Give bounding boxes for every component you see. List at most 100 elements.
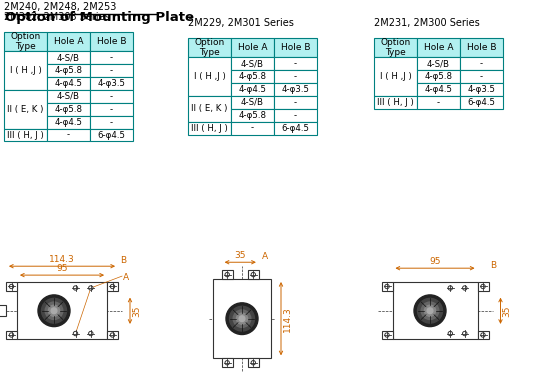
- Bar: [90, 77, 133, 90]
- Bar: [417, 57, 460, 70]
- Circle shape: [236, 313, 248, 324]
- Bar: [4, 51, 47, 90]
- Text: 114.3: 114.3: [49, 255, 75, 264]
- Circle shape: [448, 331, 452, 336]
- Text: 35: 35: [235, 251, 246, 260]
- Text: I ( H ,J ): I ( H ,J ): [194, 72, 225, 81]
- Text: I ( H ,J ): I ( H ,J ): [380, 72, 412, 81]
- Text: A: A: [123, 273, 129, 282]
- Text: 2M302, 2M303 Series: 2M302, 2M303 Series: [4, 12, 110, 22]
- Text: 4-S/B: 4-S/B: [241, 98, 264, 107]
- Bar: [17, 282, 107, 339]
- Bar: [460, 57, 503, 70]
- Text: -: -: [294, 59, 297, 68]
- Text: Hole B: Hole B: [97, 37, 126, 46]
- Text: 4-φ5.8: 4-φ5.8: [54, 66, 82, 75]
- Bar: [47, 77, 90, 90]
- Text: Hole A: Hole A: [424, 43, 453, 52]
- Bar: [231, 57, 274, 70]
- Bar: [393, 282, 478, 339]
- Bar: [417, 96, 460, 109]
- Bar: [0, 305, 6, 316]
- Circle shape: [88, 331, 93, 336]
- Circle shape: [110, 284, 115, 289]
- Text: -: -: [110, 118, 113, 127]
- Bar: [231, 96, 274, 109]
- Bar: [374, 96, 417, 109]
- Bar: [90, 116, 133, 129]
- Circle shape: [448, 286, 452, 290]
- Circle shape: [251, 273, 255, 277]
- Circle shape: [48, 305, 59, 316]
- Bar: [381, 330, 393, 339]
- Bar: [90, 32, 133, 51]
- Circle shape: [225, 273, 230, 277]
- Bar: [47, 129, 90, 141]
- Text: III ( H, J ): III ( H, J ): [191, 124, 228, 133]
- Bar: [90, 103, 133, 116]
- Bar: [460, 70, 503, 83]
- Bar: [6, 330, 17, 339]
- Text: -: -: [251, 124, 254, 133]
- Circle shape: [230, 306, 254, 331]
- Bar: [248, 270, 259, 279]
- Text: 2M229, 2M301 Series: 2M229, 2M301 Series: [188, 18, 294, 28]
- Text: II ( E, K ): II ( E, K ): [7, 105, 44, 114]
- Text: 35: 35: [132, 305, 141, 317]
- Bar: [274, 37, 317, 57]
- Circle shape: [10, 284, 13, 289]
- Bar: [90, 90, 133, 103]
- Text: 4-S/B: 4-S/B: [427, 59, 450, 68]
- Text: -: -: [110, 92, 113, 101]
- Text: -: -: [67, 130, 70, 139]
- Circle shape: [385, 284, 389, 289]
- Circle shape: [463, 286, 467, 290]
- Text: 4-φ3.5: 4-φ3.5: [468, 85, 496, 94]
- Text: -: -: [294, 98, 297, 107]
- Circle shape: [226, 303, 258, 335]
- Text: A: A: [262, 252, 268, 261]
- Bar: [231, 70, 274, 83]
- Bar: [47, 116, 90, 129]
- Bar: [90, 129, 133, 141]
- Bar: [274, 96, 317, 109]
- Circle shape: [463, 331, 467, 336]
- Circle shape: [73, 286, 78, 290]
- Bar: [47, 64, 90, 77]
- Bar: [47, 103, 90, 116]
- Text: III ( H, J ): III ( H, J ): [377, 98, 414, 107]
- Bar: [478, 282, 488, 291]
- Circle shape: [424, 305, 436, 316]
- Circle shape: [73, 331, 78, 336]
- Text: 4-S/B: 4-S/B: [57, 53, 80, 62]
- Bar: [4, 129, 47, 141]
- Circle shape: [251, 361, 255, 365]
- Bar: [107, 330, 118, 339]
- Bar: [381, 282, 393, 291]
- Text: 4-S/B: 4-S/B: [57, 92, 80, 101]
- Text: 4-φ5.8: 4-φ5.8: [239, 111, 267, 120]
- Text: -: -: [294, 72, 297, 81]
- Text: 114.3: 114.3: [283, 306, 292, 332]
- Circle shape: [427, 308, 433, 313]
- Bar: [274, 57, 317, 70]
- Bar: [231, 37, 274, 57]
- Text: -: -: [110, 66, 113, 75]
- Text: -: -: [294, 111, 297, 120]
- Bar: [90, 64, 133, 77]
- Text: 4-φ4.5: 4-φ4.5: [54, 118, 82, 127]
- Text: -: -: [110, 105, 113, 114]
- Circle shape: [88, 286, 93, 290]
- Bar: [4, 32, 47, 51]
- Bar: [460, 37, 503, 57]
- Bar: [231, 122, 274, 135]
- Circle shape: [481, 333, 485, 337]
- Circle shape: [481, 284, 485, 289]
- Bar: [478, 330, 488, 339]
- Text: 4-S/B: 4-S/B: [241, 59, 264, 68]
- Text: Hole B: Hole B: [466, 43, 496, 52]
- Text: Option
Type: Option Type: [380, 38, 410, 57]
- Text: 4-φ3.5: 4-φ3.5: [97, 79, 125, 88]
- Text: 4-φ3.5: 4-φ3.5: [282, 85, 310, 94]
- Text: -: -: [110, 53, 113, 62]
